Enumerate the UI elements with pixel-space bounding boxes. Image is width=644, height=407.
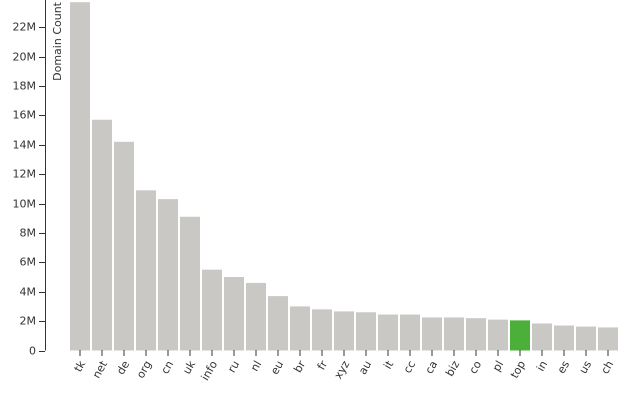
x-tick-label: br [291,358,308,375]
y-tick-label: 8M [20,227,37,240]
bar [290,306,310,351]
x-tick-label: tk [72,358,89,374]
bar [92,119,112,351]
bar [466,318,486,351]
y-tick-label: 12M [13,168,37,181]
bar [70,2,90,351]
y-tick-label: 2M [20,315,37,328]
x-tick-label: de [114,358,132,377]
x-tick-label: top [508,358,528,380]
y-axis-title: Domain Count [51,1,64,81]
bar [136,190,156,351]
x-tick-label: it [381,358,396,371]
y-tick-label: 18M [13,80,37,93]
y-tick-label: 6M [20,256,37,269]
x-tick-label: eu [268,359,286,377]
x-tick-label: ru [225,359,242,375]
bar [114,141,134,351]
x-tick-label: nl [248,359,264,374]
x-tick-label: info [199,358,221,383]
bar [510,320,530,351]
x-tick-label: cc [401,359,418,376]
x-tick-label: ch [598,358,616,376]
bar [532,323,552,351]
y-tick-label: 20M [13,51,37,64]
bar [598,327,618,351]
bar [246,282,266,351]
y-tick-label: 22M [13,21,37,34]
y-tick-label: 4M [20,286,37,299]
bar [202,269,222,351]
bar [224,277,244,351]
x-tick-label: ca [423,359,441,377]
bar [488,319,508,351]
x-tick-label: net [90,358,111,381]
bar [268,296,288,351]
x-tick-label: fr [315,358,331,372]
bar [312,309,332,351]
x-tick-label: us [577,358,595,376]
bar [400,314,420,351]
bar [356,312,376,351]
bar [554,325,574,351]
bar [576,326,596,351]
bar [180,216,200,351]
x-tick-label: co [467,358,485,376]
x-tick-label: au [356,359,374,377]
x-tick-label: es [555,358,573,376]
bar [444,317,464,351]
x-tick-label: pl [490,359,506,374]
y-tick-label: 10M [13,198,37,211]
bar [422,317,442,351]
x-tick-label: in [534,358,550,373]
y-tick-label: 14M [13,139,37,152]
bar [334,311,354,351]
y-tick-label: 0 [29,345,36,358]
x-tick-label: xyz [332,358,353,381]
x-tick-label: cn [158,358,176,376]
x-tick-label: biz [443,358,462,378]
y-tick-label: 16M [13,109,37,122]
x-tick-label: org [134,359,154,381]
x-tick-label: uk [180,358,198,377]
bar [158,199,178,351]
bar [378,314,398,351]
